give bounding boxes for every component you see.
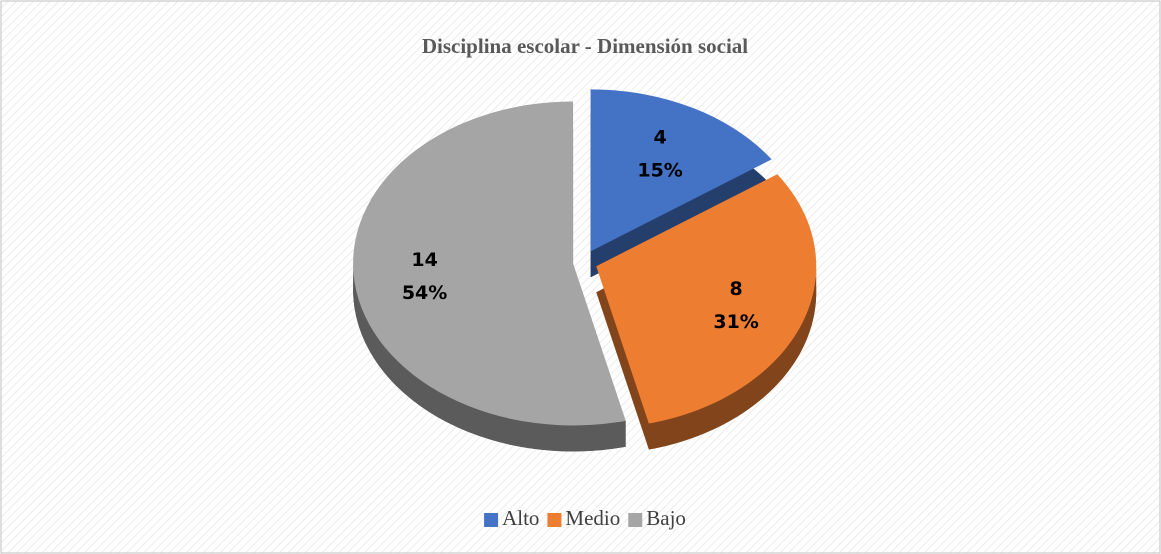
data-label-percent: 31% bbox=[713, 311, 758, 333]
slice-side bbox=[353, 263, 626, 452]
data-label-percent: 15% bbox=[637, 159, 682, 181]
legend-swatch bbox=[628, 513, 643, 527]
slice bbox=[596, 174, 817, 424]
chart-title: Disciplina escolar - Dimensión social bbox=[422, 34, 748, 58]
data-label-value: 14 bbox=[411, 249, 437, 271]
data-label-value: 4 bbox=[653, 126, 666, 148]
slice bbox=[353, 101, 626, 426]
legend-swatch bbox=[484, 513, 499, 527]
legend-label: Bajo bbox=[646, 506, 686, 530]
legend: Alto Medio Bajo bbox=[484, 506, 686, 530]
data-label-percent: 54% bbox=[402, 282, 447, 304]
legend-label: Medio bbox=[565, 506, 620, 530]
data-label-value: 8 bbox=[729, 278, 742, 300]
slice bbox=[590, 89, 772, 252]
slice-side bbox=[648, 266, 817, 450]
legend-label: Alto bbox=[502, 506, 539, 530]
legend-swatch bbox=[547, 513, 562, 527]
pie: 4 15% 8 31% 14 54% bbox=[353, 89, 817, 452]
